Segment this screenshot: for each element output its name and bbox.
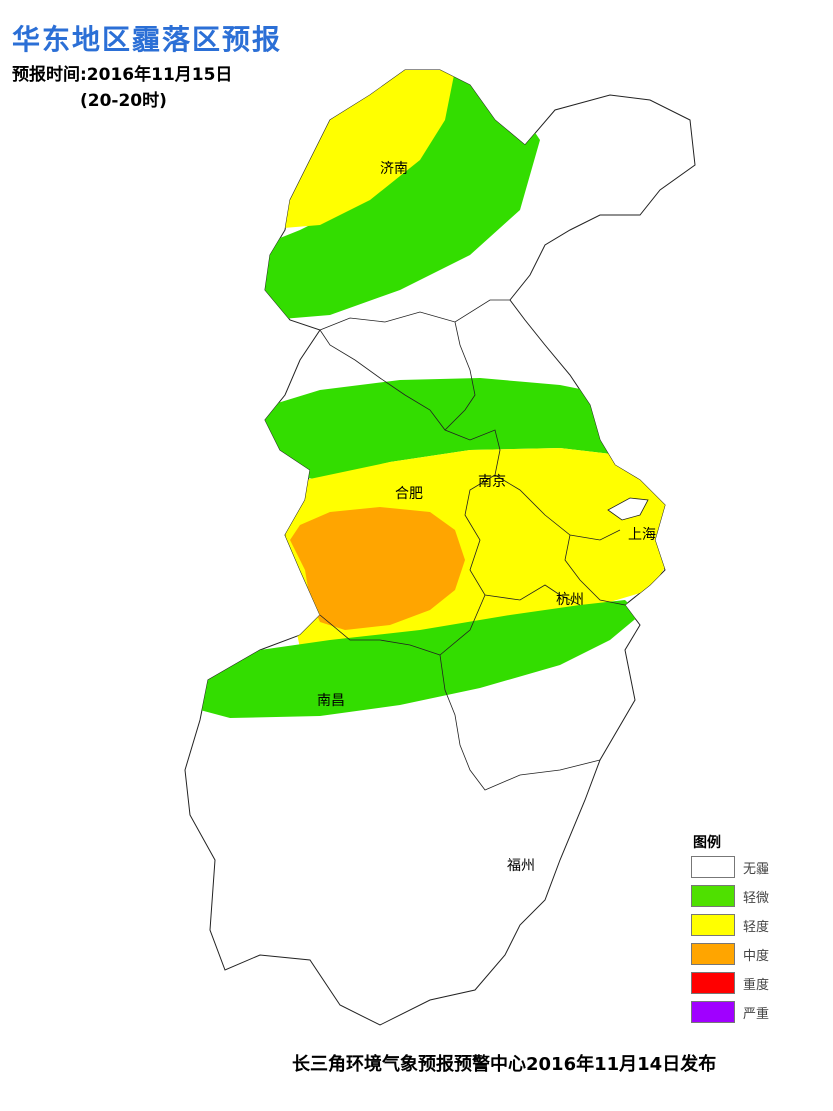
issuer-footer: 长三角环境气象预报预警中心2016年11月14日发布 (292, 1054, 717, 1075)
legend-swatch (691, 972, 735, 994)
legend-item: 轻度 (691, 914, 769, 936)
zone-central-orange (290, 507, 465, 630)
legend-swatch (691, 885, 735, 907)
city-label-shanghai: 上海 (628, 527, 656, 543)
legend-label: 严重 (743, 1006, 770, 1022)
zone-middle-green (255, 378, 620, 480)
legend-item: 无霾 (691, 856, 769, 878)
forecast-time: 预报时间:2016年11月15日 (12, 65, 233, 85)
legend-label: 无霾 (743, 861, 770, 877)
city-label-hefei: 合肥 (395, 486, 423, 502)
legend-swatch (691, 943, 735, 965)
legend-swatch (691, 1001, 735, 1023)
city-label-nanchang: 南昌 (317, 693, 345, 709)
legend-item: 中度 (691, 943, 769, 965)
zone-shandong-yellow (260, 70, 455, 230)
map-title: 华东地区霾落区预报 (12, 23, 283, 56)
zone-south-green (200, 600, 640, 718)
city-label-hangzhou: 杭州 (556, 592, 584, 608)
legend-item: 重度 (691, 972, 769, 994)
legend-item: 轻微 (691, 885, 769, 907)
city-label-nanjing: 南京 (478, 474, 506, 490)
legend-title: 图例 (693, 835, 721, 851)
city-label-fuzhou: 福州 (507, 858, 535, 874)
shanghai-estuary (607, 497, 649, 521)
legend-label: 轻度 (743, 919, 770, 935)
province-boundaries (319, 299, 626, 791)
zone-shandong-green (250, 70, 540, 320)
city-label-jinan: 济南 (380, 161, 408, 177)
legend-item: 严重 (691, 1001, 769, 1023)
legend-label: 轻微 (743, 890, 770, 906)
legend-label: 中度 (743, 948, 770, 964)
legend-swatch (691, 914, 735, 936)
legend-swatch (691, 856, 735, 878)
legend-label: 重度 (743, 977, 770, 993)
forecast-period: (20-20时) (80, 91, 167, 111)
